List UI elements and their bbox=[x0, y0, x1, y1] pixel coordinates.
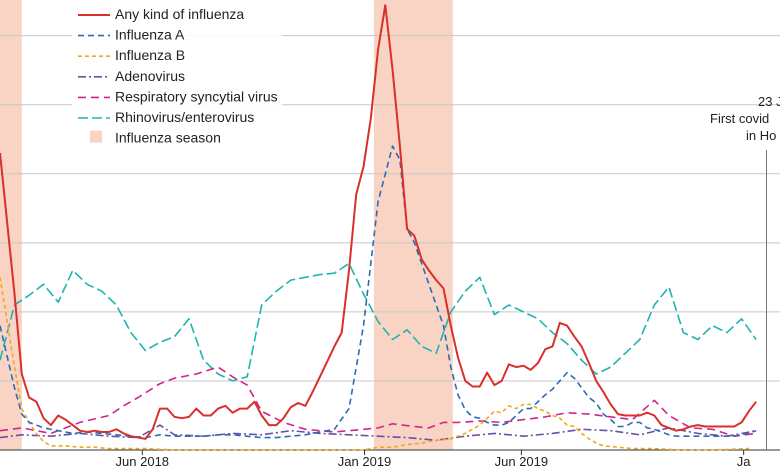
legend-label-season: Influenza season bbox=[115, 130, 221, 146]
influenza-season-band bbox=[0, 0, 22, 450]
series-line-2 bbox=[0, 277, 749, 451]
legend: Any kind of influenza Influenza A Influenz… bbox=[72, 2, 282, 152]
influenza-season-band bbox=[373, 0, 453, 450]
legend-label-3: Adenovirus bbox=[115, 68, 185, 84]
annotation-line-1: 23 J bbox=[758, 94, 780, 109]
legend-swatch-season bbox=[90, 130, 102, 143]
series-lines bbox=[0, 4, 757, 451]
legend-label-2: Influenza B bbox=[115, 47, 185, 63]
series-line-3 bbox=[0, 424, 757, 442]
x-tick-label: Jun 2019 bbox=[495, 454, 549, 469]
legend-label-1: Influenza A bbox=[115, 27, 185, 43]
legend-label-5: Rhinovirus/enterovirus bbox=[115, 109, 254, 125]
annotation: 23 J First covid in Ho bbox=[710, 94, 780, 143]
legend-label-0: Any kind of influenza bbox=[115, 6, 244, 22]
legend-label-4: Respiratory syncytial virus bbox=[115, 88, 278, 104]
x-tick-label: Jun 2018 bbox=[116, 454, 170, 469]
series-line-0 bbox=[0, 4, 757, 440]
series-line-5 bbox=[0, 262, 757, 382]
annotation-line-3: in Ho bbox=[746, 128, 776, 143]
x-axis-ticks: Jun 2018 Jan 2019 Jun 2019 Ja bbox=[116, 450, 752, 469]
x-tick-label: Ja bbox=[737, 454, 752, 469]
annotation-line-2: First covid bbox=[710, 111, 769, 126]
x-tick-label: Jan 2019 bbox=[338, 454, 392, 469]
series-line-1 bbox=[0, 145, 757, 439]
